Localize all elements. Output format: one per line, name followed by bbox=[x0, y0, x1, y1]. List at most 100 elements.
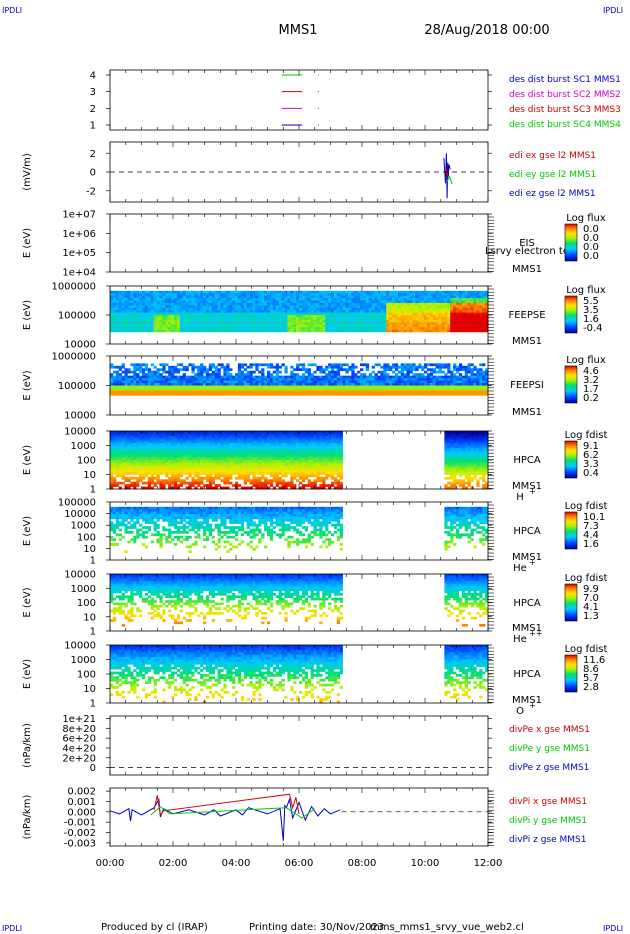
spectrogram-cell bbox=[386, 307, 390, 311]
spectrogram-cell bbox=[147, 385, 152, 389]
spectrogram-cell bbox=[362, 373, 367, 376]
spectrogram-cell bbox=[409, 390, 413, 394]
spectrogram-cell bbox=[141, 310, 146, 313]
spectrogram-cell bbox=[217, 469, 221, 473]
spectrogram-cell bbox=[182, 472, 186, 475]
spectrogram-cell bbox=[336, 370, 341, 374]
spectrogram-cell bbox=[424, 327, 428, 330]
spectrogram-cell bbox=[165, 293, 169, 296]
spectrogram-cell bbox=[418, 319, 422, 323]
spectrogram-cell bbox=[237, 324, 242, 328]
spectrogram-cell bbox=[243, 363, 247, 367]
colorbar-tick-label: 0.2 bbox=[583, 393, 599, 404]
spectrogram-cell bbox=[112, 315, 117, 318]
spectrogram-cell bbox=[342, 302, 346, 306]
spectrogram-cell bbox=[150, 447, 154, 451]
spectrogram-cell bbox=[237, 375, 242, 379]
spectrogram-cell bbox=[386, 315, 390, 318]
spectrogram-cell bbox=[124, 368, 128, 372]
spectrogram-cell bbox=[362, 307, 367, 311]
spectrogram-cell bbox=[141, 329, 146, 333]
spectrogram-cell bbox=[281, 307, 285, 311]
spectrogram-cell bbox=[217, 312, 221, 316]
spectrogram-cell bbox=[258, 329, 262, 333]
spectrogram-cell bbox=[456, 383, 460, 386]
spectrogram-cell bbox=[188, 315, 192, 318]
spectrogram-cell bbox=[345, 363, 349, 367]
spectrogram-cell bbox=[200, 431, 204, 434]
spectrogram-cell bbox=[226, 368, 230, 372]
spectrogram-cell bbox=[229, 438, 233, 441]
spectrogram-cell bbox=[191, 319, 195, 323]
spectrogram-cell bbox=[458, 365, 463, 369]
spectrogram-cell bbox=[139, 433, 143, 437]
spectrogram-cell bbox=[409, 378, 413, 381]
spectrogram-cell bbox=[243, 307, 247, 311]
spectrogram-cell bbox=[118, 327, 122, 330]
spectrogram-cell bbox=[264, 322, 268, 325]
spectrogram-cell bbox=[124, 455, 128, 458]
spectrogram-cell bbox=[162, 317, 166, 321]
spectrogram-cell bbox=[217, 293, 221, 296]
y-tick-label: 1 bbox=[90, 121, 96, 132]
spectrogram-cell bbox=[293, 327, 297, 330]
spectrogram-cell bbox=[418, 365, 422, 369]
spectrogram-cell bbox=[136, 368, 140, 372]
spectrogram-cell bbox=[188, 464, 192, 468]
spectrogram-cell bbox=[322, 327, 326, 330]
spectrogram-cell bbox=[214, 327, 218, 330]
spectrogram-cell bbox=[194, 447, 198, 451]
spectrogram-cell bbox=[456, 293, 460, 296]
spectrogram-cell bbox=[441, 293, 445, 296]
spectrogram-cell bbox=[438, 295, 442, 299]
spectrogram-cell bbox=[476, 383, 480, 386]
spectrogram-cell bbox=[182, 378, 186, 381]
spectrogram-cell bbox=[203, 380, 207, 384]
spectrogram-cell bbox=[261, 322, 265, 325]
spectrogram-cell bbox=[182, 462, 186, 466]
spectrogram-cell bbox=[232, 324, 236, 328]
spectrogram-cell bbox=[153, 450, 157, 454]
spectrogram-cell bbox=[118, 319, 122, 323]
spectrogram-cell bbox=[432, 383, 436, 386]
spectrogram-cell bbox=[130, 380, 134, 384]
spectrogram-cell bbox=[476, 322, 480, 325]
spectrogram-cell bbox=[188, 481, 192, 485]
spectrogram-cell bbox=[426, 324, 431, 328]
spectrogram-cell bbox=[226, 452, 230, 456]
spectrogram-cell bbox=[409, 293, 413, 296]
spectrogram-cell bbox=[365, 375, 370, 379]
spectrogram-cell bbox=[435, 329, 439, 333]
spectrogram-cell bbox=[141, 363, 146, 367]
spectrogram-cell bbox=[217, 363, 221, 367]
spectrogram-cell bbox=[380, 327, 384, 330]
spectrogram-cell bbox=[362, 383, 367, 386]
spectrogram-cell bbox=[130, 440, 134, 444]
spectrogram-cell bbox=[191, 365, 195, 369]
spectrogram-cell bbox=[453, 298, 457, 301]
spectrogram-cell bbox=[217, 317, 221, 321]
spectrogram-cell bbox=[235, 385, 239, 389]
spectrogram-cell bbox=[435, 390, 439, 394]
spectrogram-cell bbox=[296, 305, 300, 309]
spectrogram-cell bbox=[418, 383, 422, 386]
spectrogram-cell bbox=[380, 300, 384, 304]
spectrogram-cell bbox=[264, 293, 268, 296]
spectrogram-cell bbox=[296, 392, 300, 396]
spectrogram-cell bbox=[133, 476, 137, 480]
spectrogram-cell bbox=[144, 486, 149, 490]
spectrogram-cell bbox=[267, 298, 271, 301]
spectrogram-cell bbox=[115, 443, 120, 446]
spectrogram-cell bbox=[223, 472, 227, 475]
spectrogram-cell bbox=[171, 290, 175, 294]
spectrogram-cell bbox=[336, 305, 341, 309]
spectrogram-cell bbox=[127, 486, 131, 490]
spectrogram-cell bbox=[330, 322, 335, 325]
spectrogram-cell bbox=[232, 329, 236, 333]
spectrogram-cell bbox=[127, 390, 131, 394]
spectrogram-cell bbox=[144, 469, 149, 473]
spectrogram-cell bbox=[406, 370, 410, 374]
spectrogram-cell bbox=[168, 324, 172, 328]
spectrogram-cell bbox=[133, 319, 137, 323]
spectrogram-cell bbox=[205, 307, 210, 311]
